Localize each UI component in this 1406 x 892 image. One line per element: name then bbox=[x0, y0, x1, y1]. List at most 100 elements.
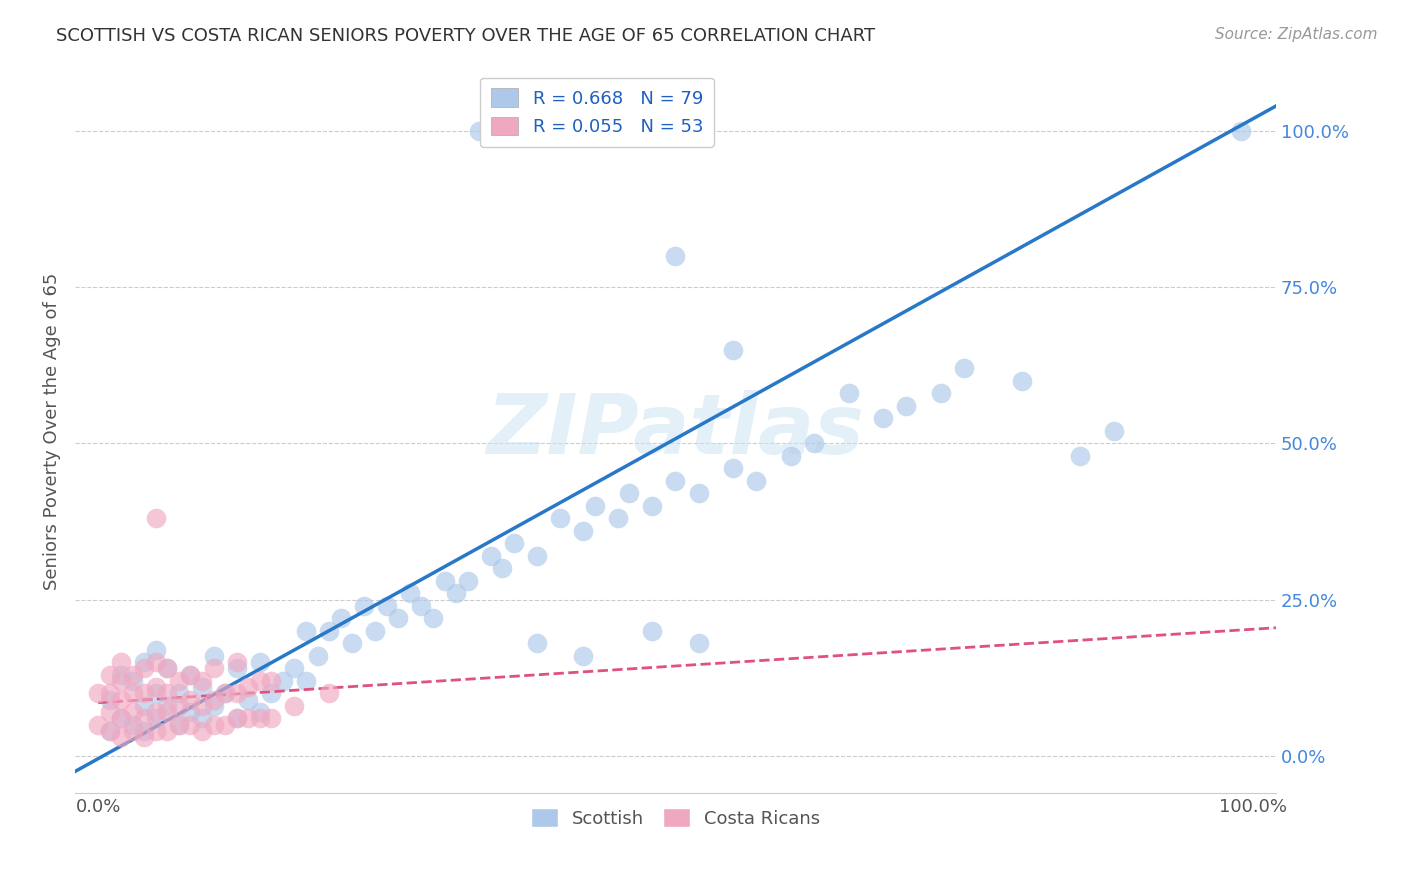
Point bbox=[179, 717, 201, 731]
Point bbox=[191, 673, 214, 688]
Point bbox=[260, 673, 283, 688]
Point bbox=[468, 124, 491, 138]
Point bbox=[145, 723, 167, 738]
Point bbox=[780, 449, 803, 463]
Point bbox=[238, 711, 260, 725]
Point bbox=[238, 692, 260, 706]
Point bbox=[134, 730, 156, 744]
Point bbox=[121, 667, 143, 681]
Point bbox=[1230, 124, 1253, 138]
Point bbox=[422, 611, 444, 625]
Point bbox=[145, 655, 167, 669]
Point bbox=[318, 686, 340, 700]
Point bbox=[98, 692, 121, 706]
Point bbox=[191, 698, 214, 713]
Point bbox=[202, 717, 225, 731]
Point bbox=[688, 636, 710, 650]
Point bbox=[167, 686, 190, 700]
Point bbox=[110, 667, 132, 681]
Point bbox=[202, 692, 225, 706]
Point bbox=[491, 561, 513, 575]
Point bbox=[872, 411, 894, 425]
Y-axis label: Seniors Poverty Over the Age of 65: Seniors Poverty Over the Age of 65 bbox=[44, 272, 60, 590]
Point bbox=[283, 661, 305, 675]
Point bbox=[444, 586, 467, 600]
Point bbox=[191, 680, 214, 694]
Point bbox=[121, 673, 143, 688]
Point bbox=[145, 686, 167, 700]
Point bbox=[479, 549, 502, 563]
Point bbox=[295, 673, 318, 688]
Point bbox=[134, 698, 156, 713]
Point bbox=[526, 636, 548, 650]
Point bbox=[515, 124, 537, 138]
Point bbox=[295, 624, 318, 638]
Point bbox=[745, 474, 768, 488]
Point bbox=[375, 599, 398, 613]
Point bbox=[179, 705, 201, 719]
Point bbox=[98, 667, 121, 681]
Point bbox=[225, 711, 247, 725]
Point bbox=[121, 705, 143, 719]
Point bbox=[225, 686, 247, 700]
Point bbox=[260, 686, 283, 700]
Point bbox=[110, 673, 132, 688]
Point bbox=[202, 661, 225, 675]
Point bbox=[145, 642, 167, 657]
Point bbox=[110, 655, 132, 669]
Point bbox=[98, 723, 121, 738]
Point bbox=[167, 717, 190, 731]
Point bbox=[214, 686, 236, 700]
Point bbox=[803, 436, 825, 450]
Point bbox=[179, 667, 201, 681]
Point bbox=[225, 711, 247, 725]
Point bbox=[110, 711, 132, 725]
Point bbox=[134, 686, 156, 700]
Point bbox=[619, 486, 641, 500]
Point bbox=[1069, 449, 1091, 463]
Point bbox=[225, 661, 247, 675]
Point bbox=[145, 680, 167, 694]
Point bbox=[134, 723, 156, 738]
Point bbox=[249, 705, 271, 719]
Point bbox=[167, 673, 190, 688]
Point bbox=[641, 624, 664, 638]
Point bbox=[121, 686, 143, 700]
Text: ZIPatlas: ZIPatlas bbox=[486, 391, 865, 472]
Point bbox=[283, 698, 305, 713]
Point bbox=[664, 474, 686, 488]
Point bbox=[641, 499, 664, 513]
Point bbox=[929, 386, 952, 401]
Point bbox=[433, 574, 456, 588]
Text: Source: ZipAtlas.com: Source: ZipAtlas.com bbox=[1215, 27, 1378, 42]
Point bbox=[307, 648, 329, 663]
Point bbox=[156, 698, 179, 713]
Point bbox=[249, 711, 271, 725]
Point bbox=[202, 698, 225, 713]
Point bbox=[134, 711, 156, 725]
Point bbox=[953, 361, 976, 376]
Point bbox=[1104, 424, 1126, 438]
Point bbox=[167, 717, 190, 731]
Point bbox=[214, 686, 236, 700]
Point bbox=[225, 655, 247, 669]
Point bbox=[145, 711, 167, 725]
Point bbox=[583, 499, 606, 513]
Point bbox=[156, 723, 179, 738]
Point bbox=[721, 343, 744, 357]
Point bbox=[399, 586, 422, 600]
Point bbox=[664, 249, 686, 263]
Point bbox=[548, 511, 571, 525]
Point bbox=[145, 511, 167, 525]
Point bbox=[179, 692, 201, 706]
Point bbox=[318, 624, 340, 638]
Legend: Scottish, Costa Ricans: Scottish, Costa Ricans bbox=[523, 801, 827, 835]
Point bbox=[156, 661, 179, 675]
Point bbox=[110, 730, 132, 744]
Point bbox=[167, 698, 190, 713]
Point bbox=[191, 711, 214, 725]
Point bbox=[202, 648, 225, 663]
Point bbox=[238, 680, 260, 694]
Point bbox=[838, 386, 860, 401]
Point bbox=[214, 717, 236, 731]
